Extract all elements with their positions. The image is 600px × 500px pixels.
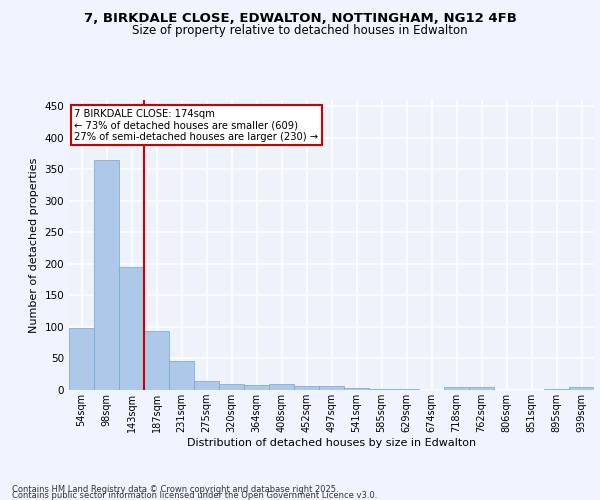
Bar [569, 388, 594, 390]
Bar [269, 384, 294, 390]
Bar [194, 381, 219, 390]
Bar [294, 386, 319, 390]
Bar [94, 160, 119, 390]
Bar [219, 384, 244, 390]
Bar [144, 332, 169, 390]
Bar [119, 267, 144, 390]
Bar [344, 388, 369, 390]
Y-axis label: Number of detached properties: Number of detached properties [29, 158, 39, 332]
Text: 7, BIRKDALE CLOSE, EDWALTON, NOTTINGHAM, NG12 4FB: 7, BIRKDALE CLOSE, EDWALTON, NOTTINGHAM,… [83, 12, 517, 26]
Bar [319, 386, 344, 390]
Bar [169, 361, 194, 390]
Bar [244, 385, 269, 390]
Text: Size of property relative to detached houses in Edwalton: Size of property relative to detached ho… [132, 24, 468, 37]
Text: Contains public sector information licensed under the Open Government Licence v3: Contains public sector information licen… [12, 491, 377, 500]
X-axis label: Distribution of detached houses by size in Edwalton: Distribution of detached houses by size … [187, 438, 476, 448]
Text: 7 BIRKDALE CLOSE: 174sqm
← 73% of detached houses are smaller (609)
27% of semi-: 7 BIRKDALE CLOSE: 174sqm ← 73% of detach… [74, 108, 319, 142]
Bar [69, 328, 94, 390]
Bar [469, 387, 494, 390]
Bar [444, 387, 469, 390]
Text: Contains HM Land Registry data © Crown copyright and database right 2025.: Contains HM Land Registry data © Crown c… [12, 484, 338, 494]
